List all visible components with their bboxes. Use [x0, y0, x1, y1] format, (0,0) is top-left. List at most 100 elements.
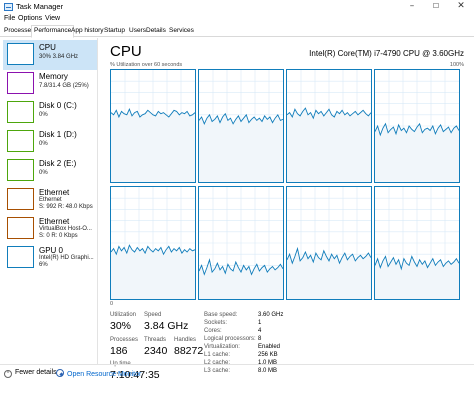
sidebar-item-disk-1[interactable]: Disk 1 (D:) 0%	[3, 127, 97, 157]
tab-performance[interactable]: Performance	[31, 25, 75, 38]
tab-services[interactable]: Services	[169, 27, 194, 34]
spec-label: Sockets:	[204, 320, 228, 326]
sidebar-item-detail: Ethernet	[39, 197, 62, 203]
menu-options[interactable]: Options	[18, 15, 43, 22]
tab-app-history[interactable]: App history	[71, 27, 104, 34]
sidebar-item-detail: 0%	[39, 170, 48, 176]
menu-view[interactable]: View	[45, 15, 61, 22]
title-bar: Task Manager – ☐ ✕	[0, 0, 474, 14]
spec-label: Cores:	[204, 328, 222, 334]
spec-value: 3.60 GHz	[258, 312, 284, 318]
speed-value: 3.84 GHz	[144, 320, 189, 332]
speed-label: Speed	[144, 312, 162, 318]
core-usage-area	[111, 245, 195, 299]
disk-thumbnail-graph	[7, 101, 34, 123]
cpu-model-name: Intel(R) Core(TM) i7-4790 CPU @ 3.60GHz	[309, 49, 464, 58]
spec-label: L1 cache:	[204, 352, 231, 358]
processes-value: 186	[110, 345, 128, 357]
sidebar-item-detail: 7.8/31.4 GB (25%)	[39, 83, 89, 89]
cpu-thumbnail-graph	[7, 43, 34, 65]
core-graph-2-plot	[287, 70, 371, 182]
core-usage-line	[287, 107, 371, 120]
core-usage-area	[199, 259, 283, 299]
spec-label: Logical processors:	[204, 336, 256, 342]
core-graph-1	[198, 69, 284, 183]
core-usage-line	[199, 258, 283, 276]
fewer-details-button[interactable]: ⌃ Fewer details	[4, 369, 57, 378]
footer-bar: ⌃ Fewer details Open Resource Monitor	[0, 364, 474, 412]
spec-value: 4	[258, 328, 262, 334]
memory-thumbnail-graph	[7, 72, 34, 94]
spec-label: L2 cache:	[204, 360, 231, 366]
sidebar-item-gpu-0[interactable]: GPU 0 Intel(R) HD Graphi... 6%	[3, 243, 97, 273]
core-graph-0	[110, 69, 196, 183]
spec-value: Enabled	[258, 344, 281, 350]
sidebar-item-cpu[interactable]: CPU 30% 3.84 GHz	[3, 40, 97, 70]
threads-value: 2340	[144, 345, 168, 357]
tab-details[interactable]: Details	[146, 27, 166, 34]
core-usage-area	[111, 109, 195, 182]
disk-thumbnail-graph	[7, 130, 34, 152]
core-usage-area	[287, 108, 371, 182]
core-graph-3	[374, 69, 460, 183]
spec-value: 8	[258, 336, 262, 342]
resource-monitor-icon	[56, 369, 64, 377]
core-graph-7-plot	[375, 187, 459, 299]
disk-thumbnail-graph	[7, 159, 34, 181]
sidebar-item-detail: VirtualBox Host-O...	[39, 226, 92, 232]
sidebar-item-detail: 0%	[39, 112, 48, 118]
sidebar-item-label: Ethernet	[39, 217, 70, 226]
sidebar-item-disk-2[interactable]: Disk 2 (E:) 0%	[3, 156, 97, 186]
sidebar-item-detail: 0%	[39, 141, 48, 147]
menu-file[interactable]: File	[4, 15, 16, 22]
window-title: Task Manager	[16, 2, 64, 11]
ethernet-thumbnail-graph	[7, 217, 34, 239]
graph-axis-min: 0	[110, 301, 114, 307]
menu-bar: File Options View	[0, 14, 474, 25]
graph-axis-max: 100%	[449, 62, 464, 68]
sidebar-item-memory[interactable]: Memory 7.8/31.4 GB (25%)	[3, 69, 97, 99]
core-usage-line	[111, 108, 195, 119]
spec-label: Base speed:	[204, 312, 238, 318]
core-usage-area	[287, 248, 371, 299]
sidebar-item-ethernet-virtualbox[interactable]: Ethernet VirtualBox Host-O... S: 0 R: 0 …	[3, 214, 97, 244]
page-title: CPU	[110, 43, 142, 60]
sidebar-item-label: Disk 2 (E:)	[39, 159, 77, 168]
sidebar-item-label: Ethernet	[39, 188, 70, 197]
close-button[interactable]: ✕	[457, 1, 465, 11]
sidebar-item-label: CPU	[39, 43, 56, 52]
core-usage-area	[199, 113, 283, 182]
task-manager-icon	[4, 3, 13, 11]
tab-startup[interactable]: Startup	[104, 27, 125, 34]
open-resource-monitor-link[interactable]: Open Resource Monitor	[56, 369, 141, 378]
sidebar-item-label: GPU 0	[39, 246, 64, 255]
sidebar-item-usage: 6%	[39, 262, 48, 268]
uptime-value: 7:10:47:35	[110, 369, 160, 381]
core-usage-line	[111, 244, 195, 256]
core-graph-4	[110, 186, 196, 300]
core-usage-line	[287, 246, 371, 265]
sidebar-item-label: Disk 1 (D:)	[39, 130, 77, 139]
tab-processes[interactable]: Processes	[4, 27, 35, 34]
tab-users[interactable]: Users	[129, 27, 146, 34]
open-resource-monitor-label: Open Resource Monitor	[67, 371, 142, 378]
cpu-stats: Utilization 30% Speed 3.84 GHz Processes…	[110, 312, 470, 382]
sidebar-item-detail: 30% 3.84 GHz	[39, 54, 79, 60]
spec-label: Virtualization:	[204, 344, 240, 350]
utilization-value: 30%	[110, 320, 132, 332]
tab-bar: Processes Performance App history Startu…	[0, 25, 474, 38]
core-graph-7	[374, 186, 460, 300]
maximize-button[interactable]: ☐	[432, 2, 440, 10]
core-graph-5	[198, 186, 284, 300]
spec-value: 256 KB	[258, 352, 278, 358]
sidebar-item-disk-0[interactable]: Disk 0 (C:) 0%	[3, 98, 97, 128]
spec-label: L3 cache:	[204, 368, 231, 374]
utilization-label: Utilization	[110, 312, 137, 318]
cpu-core-graphs	[110, 69, 462, 301]
core-graph-6-plot	[287, 187, 371, 299]
minimize-button[interactable]: –	[409, 1, 415, 11]
sidebar-item-label: Disk 0 (C:)	[39, 101, 77, 110]
chevron-up-icon: ⌃	[4, 370, 12, 378]
core-graph-3-plot	[375, 70, 459, 182]
sidebar-item-ethernet[interactable]: Ethernet Ethernet S: 992 R: 48.0 Kbps	[3, 185, 97, 215]
